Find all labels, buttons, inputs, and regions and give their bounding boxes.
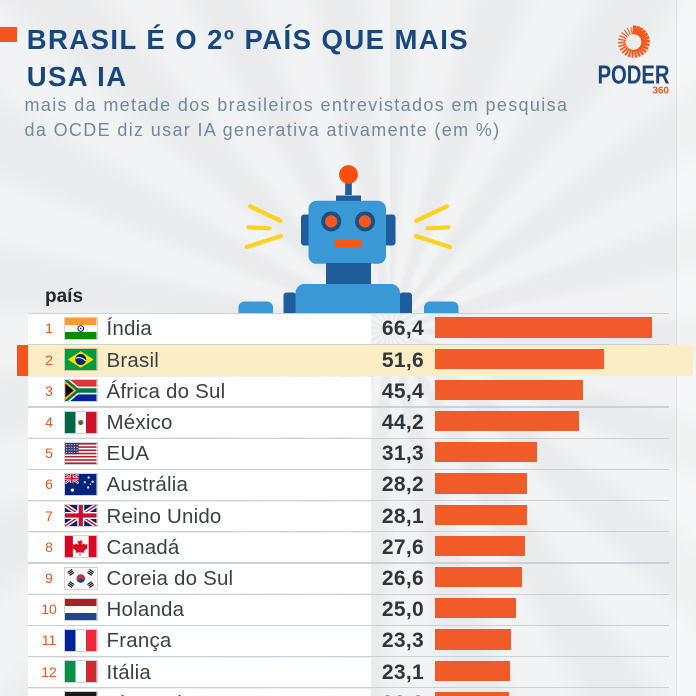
svg-text:PODER: PODER — [597, 60, 669, 89]
svg-text:360: 360 — [652, 86, 669, 97]
